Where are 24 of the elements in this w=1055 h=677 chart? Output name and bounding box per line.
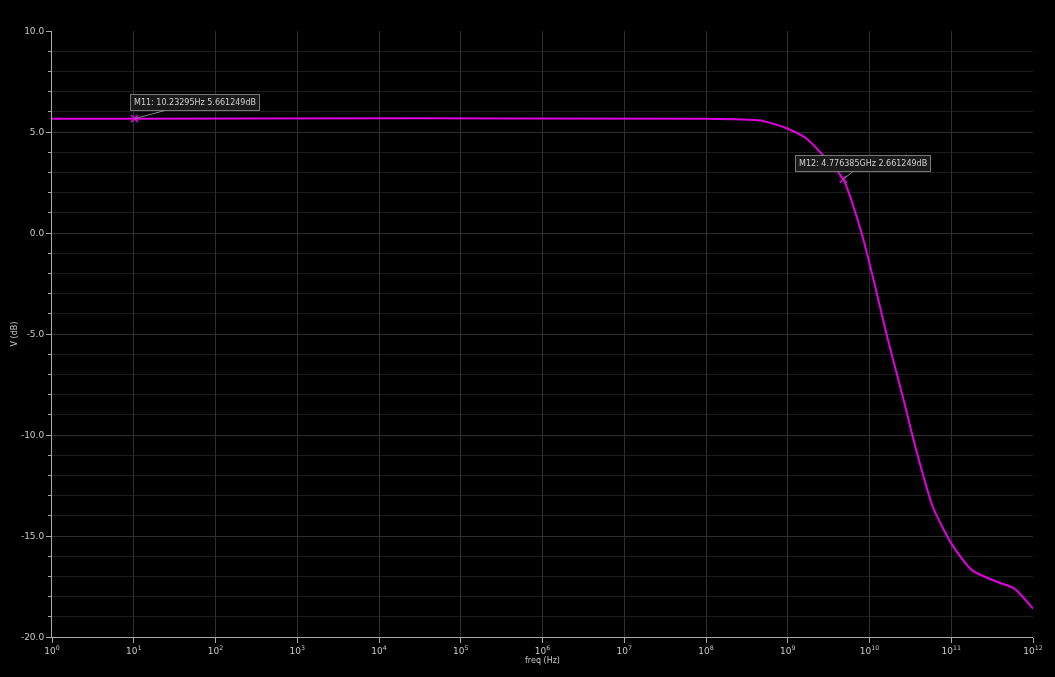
x-tick-label: 10$^{3}$ <box>289 644 305 656</box>
y-tick-label: 10.0 <box>24 26 45 37</box>
x-tick-label: 10$^{2}$ <box>207 644 224 656</box>
x-tick-label: 10$^{10}$ <box>859 644 880 656</box>
x-tick-label: 10$^{12}$ <box>1023 644 1043 656</box>
y-tick-label: -20.0 <box>20 632 45 643</box>
x-tick-label: 10$^{1}$ <box>126 644 142 656</box>
x-tick-label: 10$^{4}$ <box>371 644 387 656</box>
x-tick-label: 10$^{7}$ <box>616 644 632 656</box>
x-tick-label: 10$^{9}$ <box>780 644 796 656</box>
y-tick-label: -10.0 <box>20 430 45 441</box>
x-tick-label: 10$^{0}$ <box>44 644 60 656</box>
x-tick-label: 10$^{5}$ <box>453 644 469 656</box>
x-tick-label: 10$^{8}$ <box>698 644 714 656</box>
y-tick-label: 5.0 <box>29 127 45 138</box>
x-tick-label: 10$^{6}$ <box>534 644 551 656</box>
x-axis-title: freq (Hz) <box>525 655 560 665</box>
annotation: M12: 4.776385GHz 2.661249dB <box>799 159 928 168</box>
annotation: M11: 10.23295Hz 5.661249dB <box>134 98 256 107</box>
x-tick-label: 10$^{11}$ <box>941 644 961 656</box>
y-axis-title: V (dB) <box>9 321 19 347</box>
y-tick-label: -15.0 <box>20 531 45 542</box>
y-tick-label: 0.0 <box>29 228 45 239</box>
y-tick-label: -5.0 <box>26 329 45 340</box>
